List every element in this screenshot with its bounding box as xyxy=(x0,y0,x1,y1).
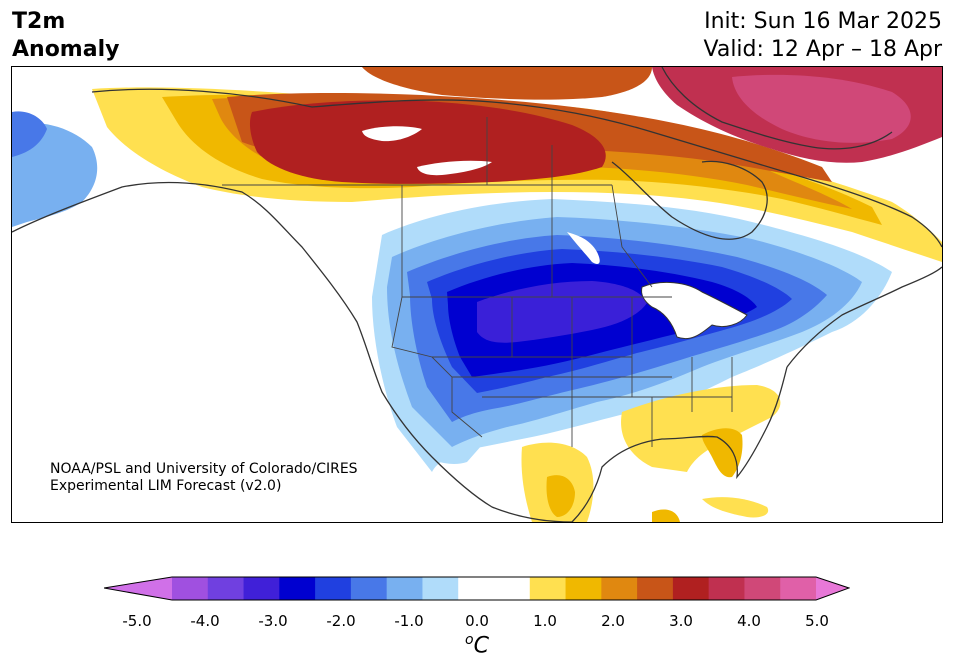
init-date: Init: Sun 16 Mar 2025 xyxy=(704,9,942,34)
colorbar-outline xyxy=(104,576,850,601)
colorbar-segment xyxy=(207,577,245,600)
tick-label: -3.0 xyxy=(258,612,288,630)
colorbar-tick-labels: -5.0 -4.0 -3.0 -2.0 -1.0 0.0 1.0 2.0 3.0… xyxy=(0,612,954,632)
colorbar-segment xyxy=(672,577,710,600)
colorbar-segment xyxy=(458,577,495,600)
title-line-2: Anomaly xyxy=(12,37,120,62)
colorbar-segment xyxy=(565,577,602,600)
lake-winnipeg xyxy=(567,232,600,264)
map-canvas xyxy=(12,67,942,522)
coastline-west xyxy=(12,181,573,522)
credit-line-1: NOAA/PSL and University of Colorado/CIRE… xyxy=(50,461,358,477)
unit-celsius: C xyxy=(473,633,489,659)
great-slave-lake xyxy=(417,160,492,176)
colorbar-extend-high xyxy=(816,577,849,600)
tick-label: -5.0 xyxy=(122,612,152,630)
colorbar-segment xyxy=(350,577,388,600)
warm-anomaly-yucatan xyxy=(652,509,680,522)
tick-label: 0.0 xyxy=(465,612,489,630)
title-line-1: T2m xyxy=(12,9,66,34)
tick-label: 3.0 xyxy=(669,612,693,630)
colorbar-segment xyxy=(279,577,316,600)
coastline-gulf xyxy=(571,366,788,522)
colorbar-segment xyxy=(529,577,567,600)
tick-label: -2.0 xyxy=(326,612,356,630)
tick-label: -4.0 xyxy=(190,612,220,630)
colorbar-segment xyxy=(243,577,280,600)
colorbar-extend-low xyxy=(104,577,172,600)
hudson-lake-white xyxy=(362,126,422,142)
tick-label: -1.0 xyxy=(394,612,424,630)
colorbar-unit: oC xyxy=(465,632,489,658)
colorbar xyxy=(104,576,850,601)
coastline-hudson-bay xyxy=(611,160,768,240)
cold-anomaly-west xyxy=(12,123,98,227)
colorbar-segment xyxy=(315,577,352,600)
warm-anomaly-mexico-2 xyxy=(546,475,575,517)
colorbar-segment xyxy=(744,577,781,600)
warm-anomaly-southeast xyxy=(621,385,781,472)
warm-anomaly-5 xyxy=(249,100,606,184)
colorbar-segment xyxy=(386,577,423,600)
anomaly-map: NOAA/PSL and University of Colorado/CIRE… xyxy=(11,66,943,523)
great-lakes xyxy=(641,282,748,340)
tick-label: 2.0 xyxy=(601,612,625,630)
coastline-arctic xyxy=(91,88,942,248)
colorbar-segment xyxy=(601,577,638,600)
cold-anomaly-west-2 xyxy=(12,111,47,157)
tick-label: 1.0 xyxy=(533,612,557,630)
colorbar-segment xyxy=(708,577,745,600)
tick-label: 4.0 xyxy=(737,612,761,630)
colorbar-segment xyxy=(172,577,209,600)
colorbar-segment xyxy=(780,577,817,600)
state-borders xyxy=(222,117,733,447)
warm-anomaly-arctic xyxy=(362,67,652,100)
credit-text: NOAA/PSL and University of Colorado/CIRE… xyxy=(50,461,358,495)
valid-date: Valid: 12 Apr – 18 Apr xyxy=(703,37,943,62)
warm-anomaly-greenland-2 xyxy=(732,74,911,143)
colorbar-segment xyxy=(637,577,674,600)
coastline-east xyxy=(786,266,942,368)
cold-anomaly-core xyxy=(477,281,647,343)
unit-degree: o xyxy=(465,632,474,648)
cold-anomaly-mexico xyxy=(392,397,482,464)
coastline-greenland xyxy=(661,67,893,150)
warm-anomaly-florida xyxy=(702,428,743,478)
colorbar-segments xyxy=(104,577,849,600)
credit-line-2: Experimental LIM Forecast (v2.0) xyxy=(50,478,282,494)
tick-label: 5.0 xyxy=(805,612,829,630)
colorbar-segment xyxy=(422,577,459,600)
colorbar-segment xyxy=(494,577,531,600)
warm-anomaly-caribbean xyxy=(702,497,769,518)
forecast-dates: Init: Sun 16 Mar 2025 Valid: 12 Apr – 18… xyxy=(704,8,943,64)
map-title: T2m Anomaly xyxy=(12,8,119,64)
